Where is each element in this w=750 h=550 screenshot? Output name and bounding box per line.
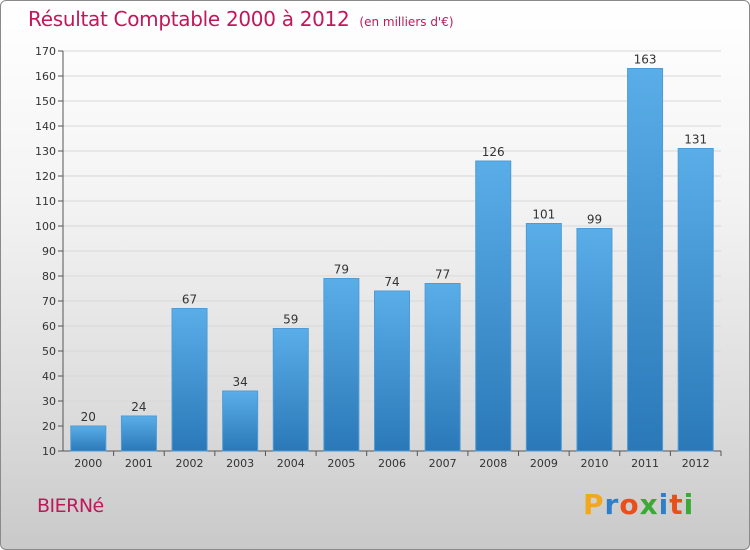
bar-2006 — [374, 290, 410, 452]
commune-name: BIERNé — [37, 495, 104, 517]
data-label-2007: 77 — [435, 268, 450, 282]
y-tick-label: 20 — [42, 420, 56, 433]
data-label-2000: 20 — [81, 410, 96, 424]
data-label-2011: 163 — [634, 53, 657, 67]
data-label-2009: 101 — [532, 208, 555, 222]
bar-2003 — [222, 390, 259, 452]
y-tick-label: 80 — [42, 270, 56, 283]
x-tick-label: 2009 — [530, 457, 558, 470]
x-tick-label: 2010 — [580, 457, 608, 470]
data-label-2004: 59 — [283, 313, 298, 327]
chart-title-block: Résultat Comptable 2000 à 2012 (en millie… — [28, 7, 454, 31]
y-tick-label: 110 — [35, 195, 56, 208]
bar-2010 — [576, 228, 613, 452]
y-tick-label: 100 — [35, 220, 56, 233]
data-label-2012: 131 — [684, 133, 707, 147]
bar-2012 — [677, 148, 714, 452]
bar-2001 — [120, 415, 157, 452]
bar-2004 — [272, 328, 309, 452]
bar-2011 — [627, 68, 664, 452]
data-label-2005: 79 — [334, 263, 349, 277]
proxiti-logo[interactable]: Proxiti — [583, 488, 694, 521]
y-tick-label: 30 — [42, 395, 56, 408]
bar-2002 — [171, 308, 208, 452]
data-label-2006: 74 — [384, 275, 399, 289]
data-label-2002: 67 — [182, 293, 197, 307]
bar-2009 — [525, 223, 562, 452]
y-tick-label: 140 — [35, 120, 56, 133]
x-tick-label: 2002 — [176, 457, 204, 470]
logo-letter: P — [583, 488, 605, 521]
y-tick-label: 150 — [35, 95, 56, 108]
x-tick-label: 2003 — [226, 457, 254, 470]
logo-letter: i — [658, 488, 670, 521]
x-tick-label: 2005 — [327, 457, 355, 470]
x-tick-label: 2012 — [682, 457, 710, 470]
y-tick-label: 70 — [42, 295, 56, 308]
x-tick-label: 2006 — [378, 457, 406, 470]
y-tick-label: 10 — [42, 445, 56, 458]
logo-letter: o — [619, 488, 640, 521]
y-tick-label: 130 — [35, 145, 56, 158]
x-tick-label: 2011 — [631, 457, 659, 470]
x-tick-label: 2000 — [74, 457, 102, 470]
x-tick-label: 2004 — [277, 457, 305, 470]
chart-title: Résultat Comptable 2000 à 2012 — [28, 7, 350, 31]
data-label-2010: 99 — [587, 213, 602, 227]
y-tick-label: 120 — [35, 170, 56, 183]
y-tick-label: 60 — [42, 320, 56, 333]
logo-letter: t — [669, 488, 684, 521]
data-label-2008: 126 — [482, 145, 505, 159]
chart-subtitle: (en milliers d'€) — [359, 15, 454, 29]
bar-2007 — [424, 283, 461, 452]
y-tick-label: 90 — [42, 245, 56, 258]
bars — [70, 68, 714, 452]
bar-2000 — [70, 425, 107, 452]
data-label-2001: 24 — [131, 400, 146, 414]
data-labels: 20 24 67 34 59 79 74 77 126 101 99 163 131 — [81, 53, 707, 425]
y-tick-label: 160 — [35, 70, 56, 83]
logo-letter: i — [683, 488, 695, 521]
x-tick-label: 2008 — [479, 457, 507, 470]
y-tick-label: 40 — [42, 370, 56, 383]
logo-letter: x — [639, 488, 659, 521]
y-tick-label: 50 — [42, 345, 56, 358]
bar-2005 — [323, 278, 360, 452]
data-label-2003: 34 — [233, 375, 248, 389]
logo-letter: r — [604, 488, 620, 521]
y-tick-label: 170 — [35, 45, 56, 58]
x-tick-label: 2001 — [125, 457, 153, 470]
bar-2008 — [475, 160, 512, 452]
x-tick-label: 2007 — [429, 457, 457, 470]
